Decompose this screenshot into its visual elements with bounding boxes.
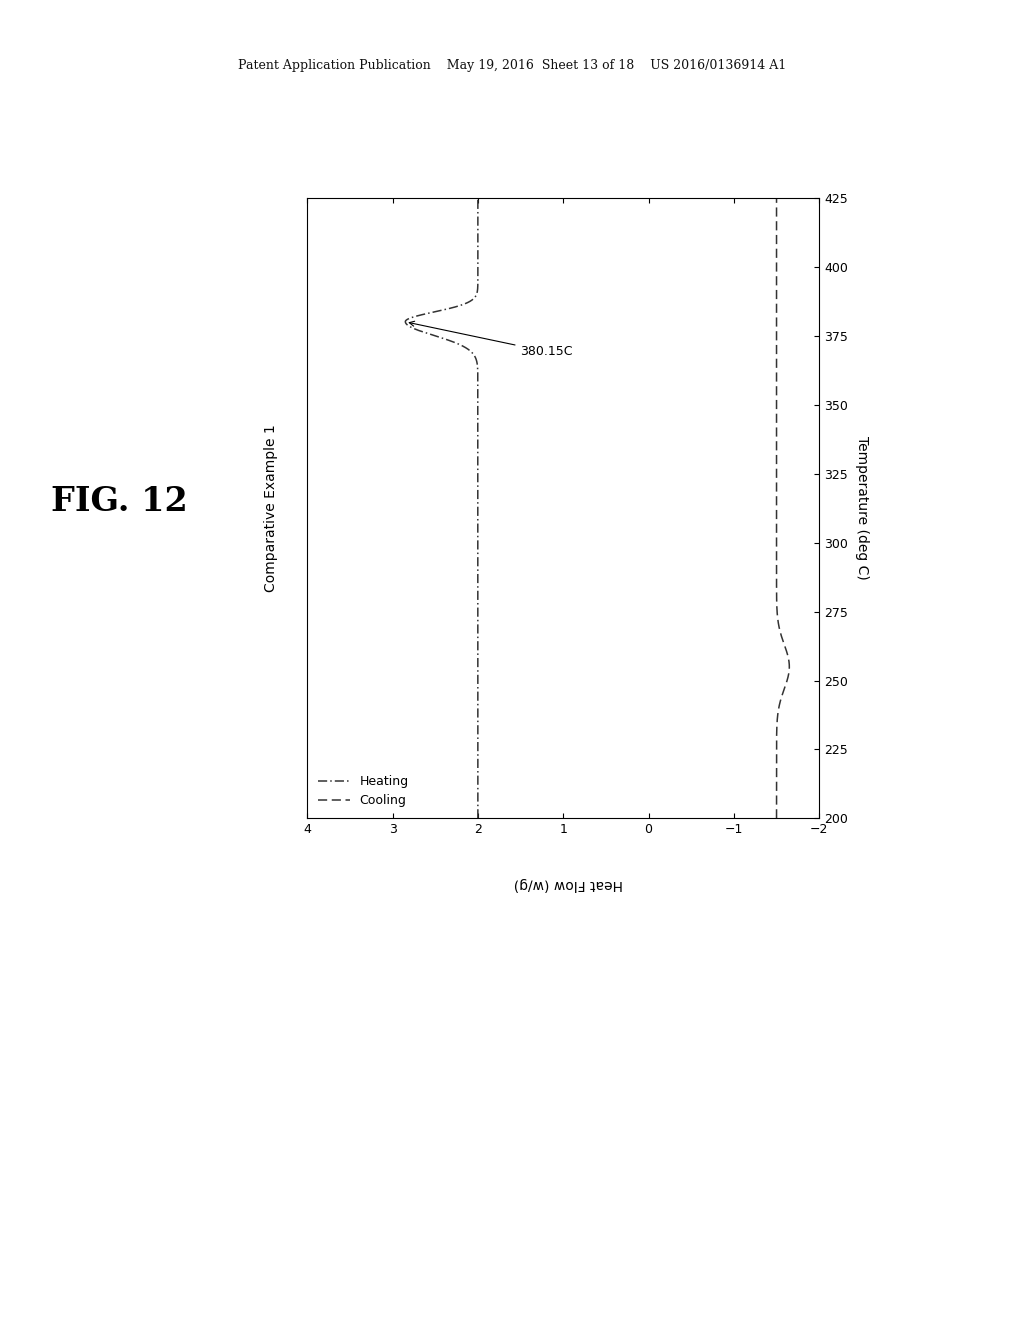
Text: 380.15C: 380.15C xyxy=(410,321,573,358)
Cooling xyxy=(770,810,782,826)
Text: Patent Application Publication    May 19, 2016  Sheet 13 of 18    US 2016/013691: Patent Application Publication May 19, 2… xyxy=(238,59,786,73)
Cooling xyxy=(770,525,782,541)
Line: Heating: Heating xyxy=(406,198,478,818)
Cooling xyxy=(770,508,782,524)
Legend: Heating, Cooling: Heating, Cooling xyxy=(313,770,414,812)
Heating xyxy=(472,508,484,524)
Cooling xyxy=(770,190,782,206)
Cooling xyxy=(770,779,782,795)
Heating xyxy=(472,525,484,541)
Line: Cooling: Cooling xyxy=(776,198,790,818)
Heating xyxy=(472,209,484,224)
Cooling xyxy=(770,209,782,224)
Cooling xyxy=(770,322,782,338)
Text: Comparative Example 1: Comparative Example 1 xyxy=(264,424,279,593)
Heating xyxy=(411,322,423,338)
Heating xyxy=(472,810,484,826)
Cooling xyxy=(770,209,782,224)
Text: Heat Flow (w/g): Heat Flow (w/g) xyxy=(514,878,623,891)
Y-axis label: Temperature (deg C): Temperature (deg C) xyxy=(855,437,868,579)
Heating xyxy=(472,190,484,206)
Heating xyxy=(472,779,484,795)
Heating xyxy=(472,209,484,224)
Text: FIG. 12: FIG. 12 xyxy=(51,486,188,519)
